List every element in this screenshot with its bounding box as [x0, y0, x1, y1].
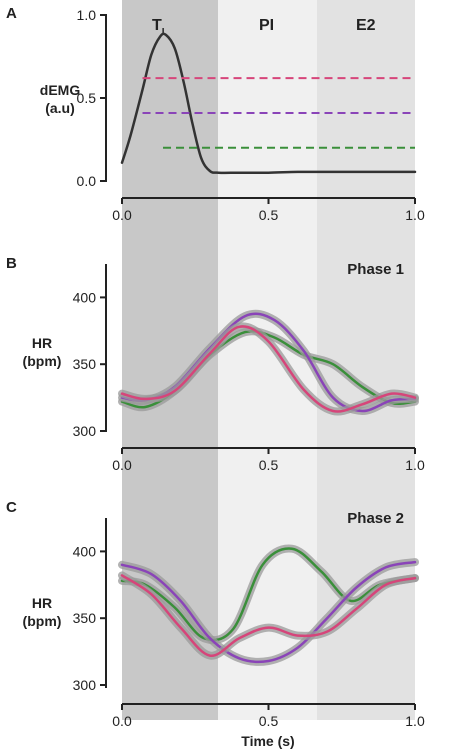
panel-c-ytick-label: 350 — [73, 610, 97, 626]
panel-a-xtick-label: 1.0 — [405, 207, 425, 223]
panel-c-xtick-label: 0.5 — [259, 713, 279, 729]
panel-letter-c: C — [6, 499, 17, 516]
panel-a-xtick-label: 0.5 — [259, 207, 279, 223]
panel-a-ytick-label: 0.0 — [77, 173, 97, 189]
panel-a-ytick-label: 0.5 — [77, 90, 97, 106]
panel-b-xtick-label: 0.5 — [259, 457, 279, 473]
phase-label-e2: E2 — [356, 17, 376, 34]
panel-c-title: Phase 2 — [347, 510, 404, 527]
panel-b-ytick-label: 300 — [73, 423, 97, 439]
panel-c-series-line — [120, 574, 417, 657]
panel-letter-a: A — [6, 5, 17, 22]
panel-b-series — [118, 309, 419, 416]
panel-b-ylabel-1: HR — [32, 335, 52, 351]
panel-c-ylabel-1: HR — [32, 595, 52, 611]
panel-a: dEMG (a.u) 0.0 0.5 1.0 0.0 0.5 1.0 — [40, 7, 425, 223]
panel-a-series — [120, 32, 417, 175]
panel-c-xlabel: Time (s) — [241, 733, 294, 749]
panel-b: Phase 1 HR (bpm) 300 350 400 0.0 0.5 1.0 — [23, 261, 425, 473]
panel-c-ylabel-2: (bpm) — [23, 613, 62, 629]
panel-b-ylabel-2: (bpm) — [23, 353, 62, 369]
panel-c-series — [118, 544, 419, 666]
panel-c-series-line — [120, 560, 417, 664]
panel-c-xtick-label: 0.0 — [112, 713, 132, 729]
panel-a-ylabel-2: (a.u) — [45, 100, 75, 116]
panel-a-ticks: 0.0 0.5 1.0 0.0 0.5 1.0 — [77, 7, 425, 223]
panel-a-xtick-label: 0.0 — [112, 207, 132, 223]
phase-region-pi — [218, 0, 317, 720]
panel-c-ytick-label: 400 — [73, 543, 97, 559]
panel-a-ylabel-1: dEMG — [40, 82, 81, 98]
panel-b-xtick-label: 1.0 — [405, 457, 425, 473]
panel-b-ticks: 300 350 400 0.0 0.5 1.0 — [73, 289, 425, 473]
panel-c-ticks: 300 350 400 0.0 0.5 1.0 — [73, 543, 425, 729]
panel-c-ytick-label: 300 — [73, 677, 97, 693]
panel-b-xtick-label: 0.0 — [112, 457, 132, 473]
panel-b-series-line — [120, 325, 417, 413]
panel-b-title: Phase 1 — [347, 261, 404, 278]
panel-c-series-line — [120, 547, 417, 642]
panel-c-xtick-label: 1.0 — [405, 713, 425, 729]
phase-label-pi: PI — [259, 17, 274, 34]
panel-a-ytick-label: 1.0 — [77, 7, 97, 23]
panel-b-ytick-label: 350 — [73, 356, 97, 372]
panel-c: Phase 2 HR (bpm) 300 350 400 0.0 0.5 1.0 Time… — [23, 510, 425, 749]
panel-letter-b: B — [6, 255, 17, 272]
panel-b-ytick-label: 400 — [73, 289, 97, 305]
panel-a-series-line — [120, 32, 417, 175]
